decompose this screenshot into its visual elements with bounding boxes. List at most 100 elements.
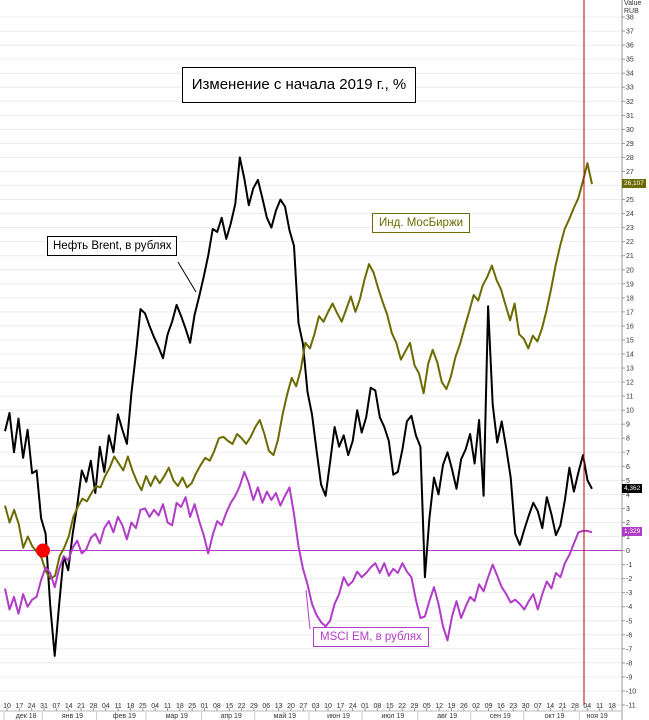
x-tick-label: 26 [460, 703, 468, 710]
month-label: июн 19 [327, 713, 350, 720]
y-tick-label: 3 [626, 506, 630, 513]
x-tick-label: 11 [596, 703, 603, 710]
x-tick-label: 29 [411, 703, 419, 710]
y-tick-label: 12 [626, 380, 634, 387]
y-tick-label: 13 [626, 366, 634, 373]
y-tick-label: 27 [626, 169, 634, 176]
y-tick-label: 32 [626, 99, 634, 106]
y-tick-label: -3 [626, 590, 632, 597]
y-tick-label: 4 [626, 492, 630, 499]
y-tick-label: 30 [626, 127, 634, 134]
month-label: сен 19 [490, 713, 511, 720]
y-axis-unit-header: Value RUB [624, 0, 641, 16]
y-tick-label: -7 [626, 646, 632, 653]
y-tick-label: 35 [626, 57, 634, 64]
x-tick-label: 25 [139, 703, 147, 710]
x-tick-label: 01 [201, 703, 209, 710]
y-tick-label: 25 [626, 197, 634, 204]
x-tick-label: 13 [275, 703, 283, 710]
y-tick-label: 37 [626, 29, 634, 36]
x-tick-label: 21 [559, 703, 567, 710]
x-tick-label: 04 [151, 703, 159, 710]
x-tick-label: 28 [571, 703, 579, 710]
x-tick-label: 17 [15, 703, 23, 710]
x-tick-label: 07 [534, 703, 542, 710]
month-label: мар 19 [166, 713, 188, 720]
y-tick-label: -4 [626, 604, 632, 611]
x-tick-label: 24 [28, 703, 36, 710]
y-tick-label: 33 [626, 85, 634, 92]
x-tick-label: 08 [374, 703, 382, 710]
x-tick-label: 17 [336, 703, 344, 710]
brent-series-label: Нефть Brent, в рублях [47, 236, 178, 256]
x-tick-label: 25 [188, 703, 196, 710]
x-tick-label: 12 [435, 703, 443, 710]
x-tick-label: 08 [213, 703, 221, 710]
x-tick-label: 07 [52, 703, 60, 710]
x-tick-label: 16 [497, 703, 505, 710]
x-tick-label: 18 [608, 703, 616, 710]
x-tick-label: 29 [250, 703, 258, 710]
brent-label-pointer [177, 261, 197, 293]
series-line-0 [4, 156, 593, 657]
unit-header-rub: RUB [624, 8, 639, 15]
y-tick-label: -1 [626, 562, 632, 569]
year-start-marker [36, 543, 50, 558]
x-tick-label: 23 [509, 703, 517, 710]
x-tick-label: 18 [176, 703, 184, 710]
y-tick-label: 18 [626, 295, 634, 302]
y-tick-label: 5 [626, 478, 630, 485]
x-tick-label: 02 [472, 703, 480, 710]
y-tick-label: 21 [626, 253, 634, 260]
month-label: янв 19 [62, 713, 83, 720]
month-label: май 19 [274, 712, 296, 720]
x-tick-label: 03 [312, 703, 320, 710]
x-tick-label: 14 [546, 703, 554, 710]
x-tick-label: 01 [361, 703, 369, 710]
y-tick-label: 9 [626, 422, 630, 429]
y-tick-label: 2 [626, 520, 630, 527]
x-tick-label: 04 [583, 703, 591, 710]
x-tick-label: 22 [398, 703, 406, 710]
x-tick-label: 31 [40, 703, 48, 710]
y-axis: -11-10-9-8-7-6-5-4-3-2-10123456789101112… [621, 0, 636, 720]
moex-series-label: Инд. МосБиржи [372, 213, 471, 233]
y-tick-label: 10 [626, 408, 634, 415]
unit-header-value: Value [624, 0, 642, 7]
x-tick-label: 14 [65, 703, 73, 710]
y-tick-label: 23 [626, 225, 634, 232]
y-tick-label: 31 [626, 113, 634, 120]
x-tick-label: 28 [90, 703, 98, 710]
y-tick-label: 20 [626, 267, 634, 274]
series-lines [4, 156, 593, 657]
month-label: авг 19 [437, 713, 457, 720]
y-tick-label: -2 [626, 576, 632, 583]
x-tick-label: 15 [386, 703, 394, 710]
x-tick-label: 27 [299, 703, 307, 710]
y-tick-label: 11 [626, 394, 633, 401]
x-tick-label: 15 [225, 703, 233, 710]
month-label: дек 18 [16, 713, 37, 720]
month-label: окт 19 [545, 713, 565, 720]
y-tick-label: -8 [626, 660, 632, 667]
x-tick-label: 18 [127, 703, 135, 710]
y-tick-label: -6 [626, 632, 632, 639]
x-tick-label: 04 [102, 703, 110, 710]
y-tick-label: 24 [626, 211, 634, 218]
x-tick-label: 19 [448, 703, 456, 710]
x-tick-label: 05 [423, 703, 431, 710]
y-tick-label: 15 [626, 337, 634, 344]
series-line-1 [4, 162, 593, 580]
x-tick-label: 20 [287, 703, 295, 710]
y-tick-label: 28 [626, 155, 634, 162]
month-label: июл 19 [381, 713, 404, 720]
msci-series-label: MSCI EM, в рублях [313, 627, 429, 647]
y-tick-label: 8 [626, 436, 630, 443]
x-tick-label: 10 [324, 703, 332, 710]
month-label: ноя 19 [587, 713, 608, 720]
series-line-2 [4, 470, 593, 642]
y-tick-label: -9 [626, 674, 632, 681]
y-tick-label: 1 [626, 534, 630, 541]
y-tick-label: 6 [626, 464, 630, 471]
x-tick-label: 21 [77, 703, 85, 710]
